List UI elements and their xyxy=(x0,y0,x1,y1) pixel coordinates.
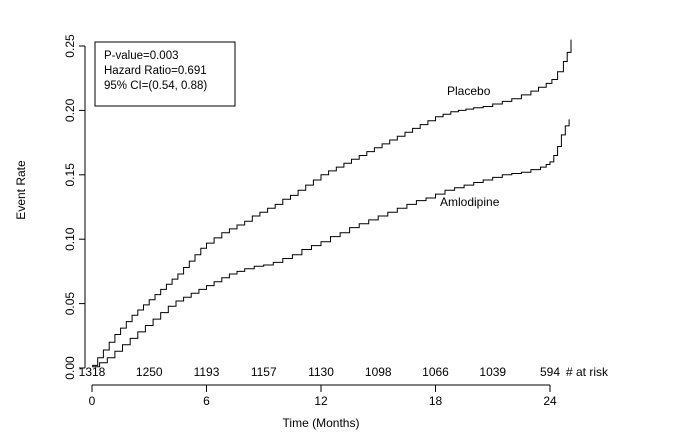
x-tick-label: 18 xyxy=(429,394,443,408)
y-tick-label: 0.20 xyxy=(63,98,77,122)
y-tick-label: 0.15 xyxy=(63,163,77,187)
risk-count: 1098 xyxy=(365,365,392,379)
stats-annotation-box: P-value=0.003 Hazard Ratio=0.691 95% CI=… xyxy=(94,41,236,107)
confidence-interval-text: 95% CI=(0.54, 0.88) xyxy=(104,80,207,92)
risk-count: 1250 xyxy=(136,365,163,379)
y-tick-label: 0.05 xyxy=(63,292,77,316)
x-tick-label: 0 xyxy=(89,394,96,408)
hazard-ratio-text: Hazard Ratio=0.691 xyxy=(104,65,207,77)
risk-count: 1066 xyxy=(422,365,449,379)
risk-count: 1318 xyxy=(79,365,106,379)
x-tick-label: 12 xyxy=(314,394,328,408)
y-tick-label: 0.00 xyxy=(63,356,77,380)
x-axis-title: Time (Months) xyxy=(283,416,360,430)
curves xyxy=(92,39,572,368)
curve-amlodipine xyxy=(92,119,570,368)
y-axis-title: Event Rate xyxy=(14,160,28,220)
risk-count: 1039 xyxy=(479,365,506,379)
y-tick-label: 0.25 xyxy=(63,34,77,58)
y-tick-label: 0.10 xyxy=(63,227,77,251)
stats-box-border xyxy=(94,41,236,107)
axes: 0.00 0.05 0.10 0.15 0.20 0.25 0 6 12 18 24 xyxy=(63,34,557,408)
p-value-text: P-value=0.003 xyxy=(104,50,179,62)
x-tick-label: 24 xyxy=(543,394,557,408)
risk-count: 1130 xyxy=(308,365,334,379)
risk-count: 1193 xyxy=(194,365,220,379)
curve-placebo xyxy=(92,39,572,366)
risk-count: 594 xyxy=(540,365,560,379)
x-tick-label: 6 xyxy=(203,394,210,408)
amlodipine-curve-label: Amlodipine xyxy=(440,195,500,209)
risk-table-row: 1318 1250 1193 1157 1130 1098 1066 1039 594 xyxy=(79,365,561,379)
risk-count: 1157 xyxy=(251,365,277,379)
at-risk-caption: # at risk xyxy=(566,365,609,379)
placebo-curve-label: Placebo xyxy=(447,84,491,98)
